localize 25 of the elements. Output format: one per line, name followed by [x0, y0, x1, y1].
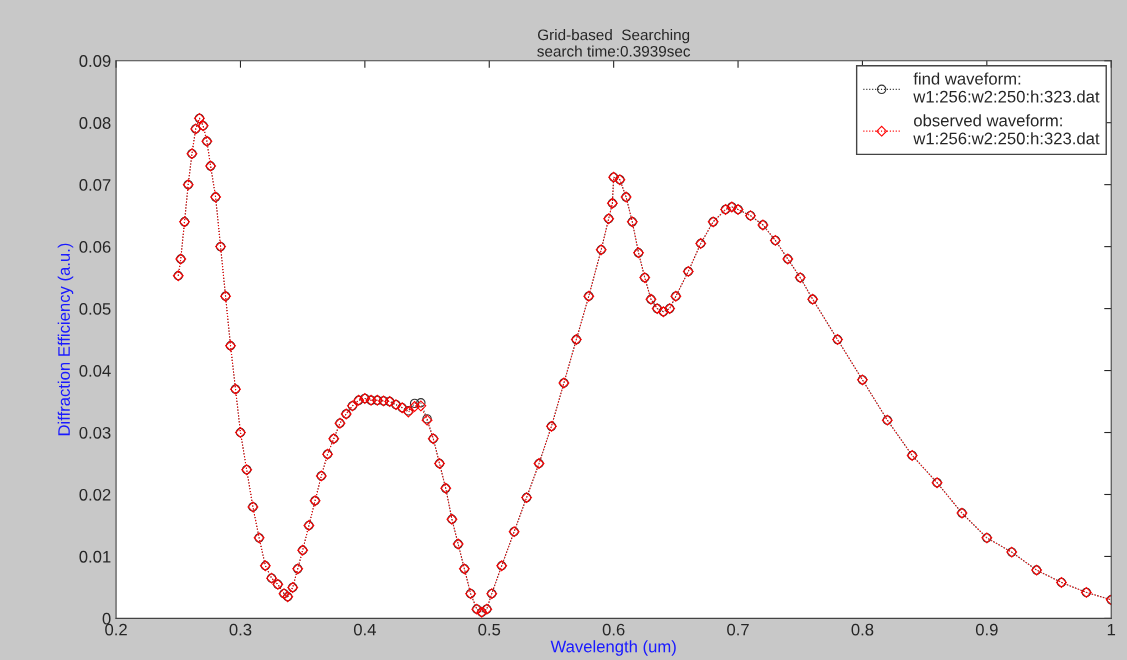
- chart-title: Grid-based Searching: [538, 29, 690, 44]
- x-tick-label: 0.9: [975, 623, 998, 636]
- y-tick-label: 0.04: [79, 364, 111, 377]
- x-tick-label: 1: [1107, 623, 1116, 636]
- x-axis-title: Wavelength (um): [550, 640, 676, 656]
- x-tick-label: 0.2: [105, 623, 127, 636]
- y-tick-label: 0.08: [79, 117, 111, 129]
- y-tick-label: 0.07: [79, 179, 111, 191]
- y-tick-label: 0.01: [79, 550, 111, 563]
- y-axis-title: Diffraction Efficiency (a.u.): [57, 243, 74, 436]
- legend-label: observed waveform: w1:256:w2:250:h:323.dat: [913, 114, 1100, 145]
- x-tick-label: 0.3: [229, 623, 252, 636]
- y-tick-label: 0.02: [79, 488, 111, 501]
- x-tick-label: 0.5: [478, 623, 501, 636]
- x-tick-label: 0.7: [727, 623, 749, 636]
- x-tick-label: 0.6: [602, 623, 625, 636]
- legend-label: find waveform: w1:256:w2:250:h:323.dat: [913, 72, 1100, 103]
- x-tick-label: 0.4: [353, 623, 376, 636]
- y-tick-label: 0: [102, 612, 111, 625]
- y-tick-label: 0.09: [79, 55, 111, 67]
- y-tick-label: 0.06: [79, 241, 111, 253]
- y-tick-label: 0.05: [79, 302, 111, 315]
- y-tick-label: 0.03: [79, 426, 111, 439]
- chart-subtitle: search time:0.3939sec: [537, 45, 691, 57]
- x-tick-label: 0.8: [851, 623, 874, 636]
